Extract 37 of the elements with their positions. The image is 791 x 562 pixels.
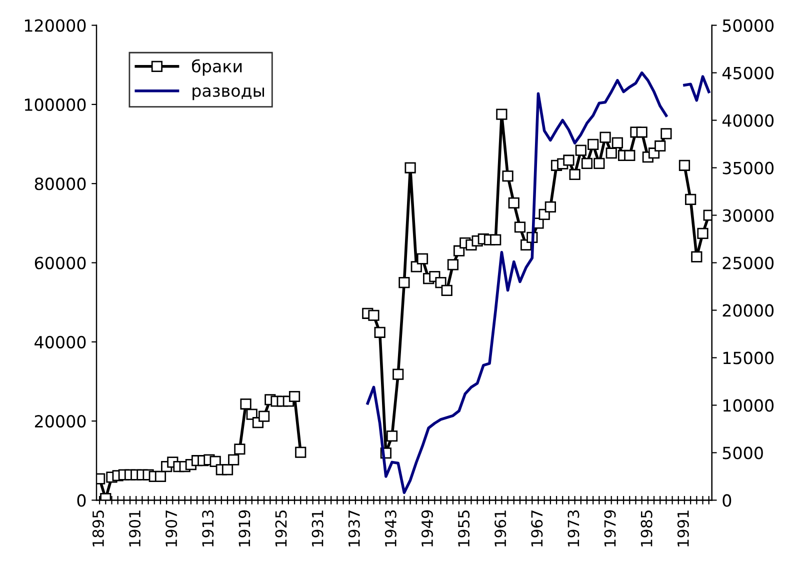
y2-tick-label: 35000: [722, 162, 774, 174]
x-tick-label: 1925: [275, 510, 287, 546]
x-tick-label: 1919: [238, 510, 250, 546]
x-tick-label: 1931: [312, 510, 324, 546]
x-tick-label: 1967: [531, 510, 543, 546]
y2-tick-label: 30000: [722, 209, 774, 222]
y-tick-label: 120000: [24, 19, 86, 32]
y2-tick-label: 10000: [723, 399, 774, 412]
x-tick-label: 1913: [202, 510, 214, 546]
x-tick-label: 1895: [92, 510, 104, 546]
y-tick-label: 40000: [34, 336, 86, 348]
y2-tick-label: 50000: [722, 19, 774, 32]
y-tick-label: 100000: [24, 98, 86, 112]
legend-label: разводы: [192, 87, 264, 100]
x-tick-label: 1943: [384, 510, 396, 546]
y-tick-label: 80000: [34, 178, 86, 190]
y-tick-label: 60000: [34, 256, 86, 270]
x-tick-label: 1907: [166, 510, 178, 546]
y2-tick-label: 45000: [722, 66, 774, 80]
y2-tick-label: 5000: [722, 446, 763, 460]
x-tick-label: 1961: [494, 510, 506, 546]
x-tick-label: 1979: [604, 510, 616, 546]
x-tick-label: 1973: [568, 510, 580, 546]
x-tick-label: 1937: [348, 510, 360, 546]
x-tick-label: 1901: [128, 510, 141, 546]
y2-tick-label: 25000: [722, 256, 774, 270]
y2-tick-label: 0: [722, 494, 732, 507]
x-tick-label: 1991: [677, 510, 689, 546]
legend-label: браки: [192, 59, 242, 76]
y2-tick-label: 40000: [722, 114, 774, 127]
y2-tick-label: 20000: [722, 304, 774, 317]
x-tick-label: 1955: [458, 510, 470, 546]
x-tick-label: 1949: [421, 510, 434, 546]
y-tick-label: 0: [77, 494, 86, 507]
x-tick-label: 1985: [640, 510, 652, 546]
y2-tick-label: 15000: [723, 352, 774, 364]
y-tick-label: 20000: [34, 414, 86, 428]
